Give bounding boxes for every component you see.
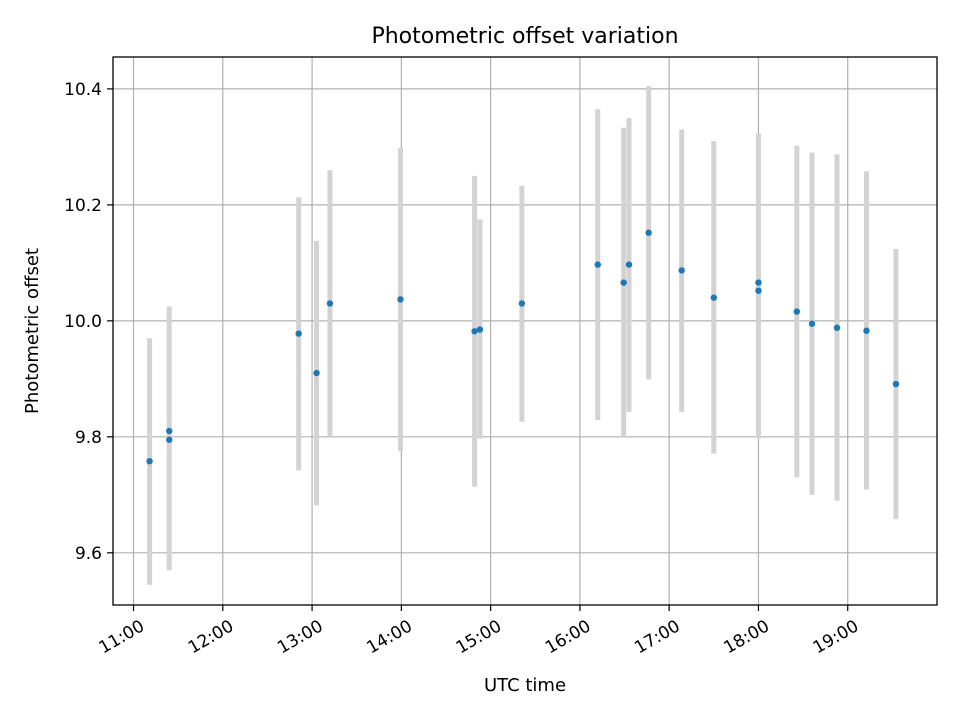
data-point [476,326,484,333]
y-axis-label: Photometric offset [22,248,43,414]
data-point [755,279,762,286]
x-axis-label: UTC time [484,675,566,696]
data-point [295,330,302,337]
data-point [594,261,601,268]
y-tick-label: 9.6 [75,544,102,564]
data-point [710,294,718,301]
y-tick-label: 9.8 [75,428,102,448]
data-point [793,308,801,315]
y-axis-ticks: 9.6 9.8 10.0 10.2 10.4 [64,80,113,564]
data-point [326,300,334,307]
data-point [166,427,173,435]
data-point [166,436,173,443]
data-point [892,380,900,388]
data-point [645,229,652,236]
data-point [625,261,633,268]
y-tick-label: 10.2 [64,196,102,216]
plot-frame [112,56,938,606]
data-markers [146,229,900,465]
data-point [755,287,762,294]
y-tick-label: 10.0 [64,312,102,332]
data-point [678,267,685,274]
data-point [808,320,816,327]
data-point [471,328,478,335]
chart-title: Photometric offset variation [371,24,678,49]
data-point [620,279,627,286]
data-point [313,369,320,377]
data-point [518,300,526,307]
data-point [863,327,870,334]
y-tick-label: 10.4 [64,80,102,100]
data-point [146,457,153,465]
data-point [397,296,404,303]
data-point [833,324,841,332]
